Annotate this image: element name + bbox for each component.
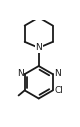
- Text: N: N: [35, 43, 42, 52]
- Text: Cl: Cl: [54, 86, 63, 95]
- Text: N: N: [54, 69, 61, 78]
- Text: N: N: [17, 69, 24, 78]
